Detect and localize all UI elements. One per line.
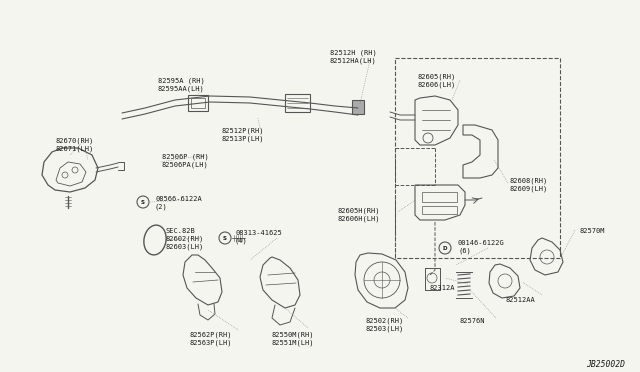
Text: 82512H (RH)
82512HA(LH): 82512H (RH) 82512HA(LH)	[330, 50, 377, 64]
Text: 82512AA: 82512AA	[505, 297, 535, 303]
Text: 82506P (RH)
82506PA(LH): 82506P (RH) 82506PA(LH)	[162, 153, 209, 167]
Text: 82512P(RH)
82513P(LH): 82512P(RH) 82513P(LH)	[222, 128, 264, 142]
Text: 82312A: 82312A	[430, 285, 456, 291]
Text: S: S	[223, 235, 227, 241]
Text: 82670(RH)
82671(LH): 82670(RH) 82671(LH)	[55, 137, 93, 151]
Text: 82608(RH)
82609(LH): 82608(RH) 82609(LH)	[510, 177, 548, 192]
Bar	[395, 58, 560, 258]
Bar	[352, 100, 364, 114]
Text: 82605H(RH)
82606H(LH): 82605H(RH) 82606H(LH)	[338, 208, 381, 222]
Bar	[422, 206, 457, 214]
Circle shape	[137, 196, 149, 208]
Text: 82605(RH)
82606(LH): 82605(RH) 82606(LH)	[418, 73, 456, 87]
Text: 00146-6122G
(6): 00146-6122G (6)	[458, 240, 505, 254]
Text: 08566-6122A
(2): 08566-6122A (2)	[155, 196, 202, 210]
Bar	[191, 98, 205, 108]
Bar	[422, 192, 457, 202]
Text: S: S	[141, 199, 145, 205]
Text: 82570M: 82570M	[580, 228, 605, 234]
Text: 08313-41625
(4): 08313-41625 (4)	[235, 230, 282, 244]
Bar	[285, 94, 310, 112]
Circle shape	[439, 242, 451, 254]
Text: 82550M(RH)
82551M(LH): 82550M(RH) 82551M(LH)	[272, 332, 314, 346]
Text: 82502(RH)
82503(LH): 82502(RH) 82503(LH)	[365, 317, 403, 331]
Circle shape	[219, 232, 231, 244]
Text: D: D	[443, 246, 447, 250]
Bar	[188, 95, 208, 111]
Text: JB25002D: JB25002D	[586, 360, 625, 369]
Text: SEC.82B
82602(RH)
82603(LH): SEC.82B 82602(RH) 82603(LH)	[165, 228, 204, 250]
Text: 82576N: 82576N	[460, 318, 486, 324]
Text: 82562P(RH)
82563P(LH): 82562P(RH) 82563P(LH)	[190, 332, 232, 346]
Text: 82595A (RH)
82595AA(LH): 82595A (RH) 82595AA(LH)	[158, 78, 205, 93]
